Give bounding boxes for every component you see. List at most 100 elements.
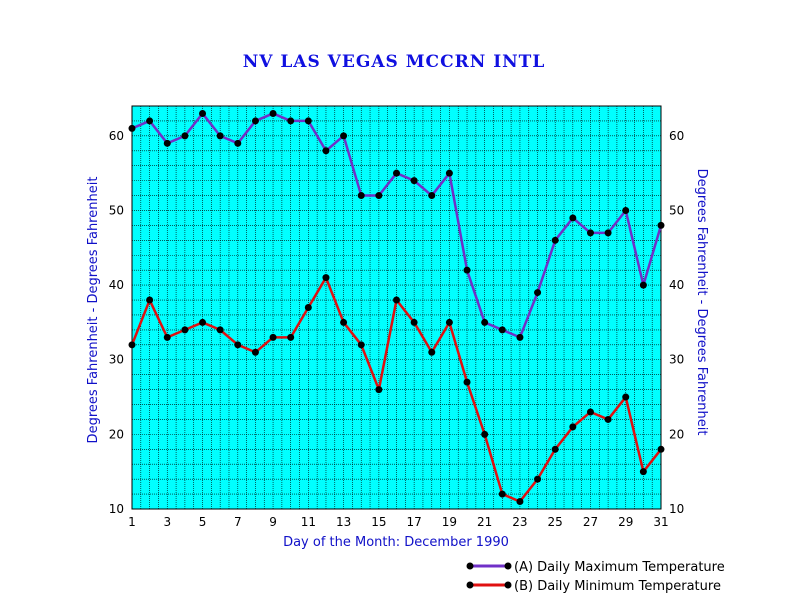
x-tick-label: 7: [234, 515, 242, 529]
data-point-min: [551, 445, 559, 453]
data-point-min: [622, 393, 630, 401]
x-tick-label: 23: [512, 515, 527, 529]
legend-label-max: (A) Daily Maximum Temperature: [514, 560, 725, 575]
data-point-max: [357, 192, 365, 200]
data-point-max: [251, 117, 259, 125]
data-point-min: [657, 445, 665, 453]
data-point-min: [393, 296, 400, 304]
data-point-min: [146, 296, 154, 304]
data-point-max: [234, 139, 242, 147]
data-point-min: [128, 341, 136, 349]
data-point-max: [481, 318, 489, 326]
data-point-min: [375, 386, 383, 394]
y-axis-label-left: Degrees Fahrenheit - Degrees Fahrenheit: [86, 177, 101, 444]
data-point-min: [340, 318, 348, 326]
data-point-max: [181, 132, 189, 140]
data-point-max: [340, 132, 348, 140]
data-point-min: [234, 341, 242, 349]
data-point-min: [445, 318, 453, 326]
legend: (A) Daily Maximum Temperature (B) Daily …: [466, 560, 725, 594]
data-point-min: [604, 415, 612, 423]
data-point-max: [639, 281, 647, 289]
legend-item-max: (A) Daily Maximum Temperature: [466, 560, 725, 575]
chart-title: NV LAS VEGAS MCCRN INTL: [243, 52, 546, 72]
data-point-min: [163, 333, 171, 341]
legend-marker-max-end: [504, 562, 512, 570]
data-point-max: [604, 229, 612, 237]
x-tick-label: 31: [653, 515, 668, 529]
x-axis-label: Day of the Month: December 1990: [283, 535, 509, 550]
x-tick-label: 25: [548, 515, 563, 529]
data-point-min: [269, 333, 277, 341]
data-point-max: [586, 229, 594, 237]
data-point-max: [304, 117, 312, 125]
data-point-min: [481, 430, 489, 438]
legend-marker-max-start: [466, 562, 474, 570]
data-point-min: [586, 408, 594, 416]
data-point-max: [287, 117, 295, 125]
y-tick-label-right: 40: [669, 278, 684, 292]
x-tick-label: 5: [199, 515, 207, 529]
y-tick-label-left: 30: [109, 353, 124, 367]
data-point-min: [216, 326, 224, 334]
legend-marker-min-start: [466, 581, 474, 589]
data-point-min: [287, 333, 295, 341]
data-point-min: [251, 348, 259, 356]
data-point-max: [622, 206, 630, 214]
x-tick-label: 27: [583, 515, 598, 529]
data-point-max: [163, 139, 171, 147]
data-point-min: [463, 378, 471, 386]
data-point-max: [410, 177, 418, 185]
x-tick-label: 11: [301, 515, 316, 529]
data-point-max: [516, 333, 524, 341]
plot-border: [131, 105, 662, 510]
data-point-max: [393, 169, 400, 177]
data-point-min: [199, 318, 207, 326]
data-point-min: [428, 348, 436, 356]
y-tick-label-left: 10: [109, 502, 124, 516]
data-point-max: [551, 236, 559, 244]
x-tick-label: 29: [618, 515, 633, 529]
legend-label-min: (B) Daily Minimum Temperature: [514, 579, 721, 594]
x-tick-label: 1: [128, 515, 136, 529]
y-axis-label-right: Degrees Fahrenheit - Degrees Fahrenheit: [694, 169, 709, 436]
data-point-max: [269, 109, 277, 117]
legend-item-min: (B) Daily Minimum Temperature: [466, 579, 721, 594]
y-tick-label-left: 60: [109, 129, 124, 143]
data-point-max: [128, 124, 136, 132]
x-tick-label: 3: [163, 515, 171, 529]
x-tick-labels: 1 3 5 7 9 11 13 15 17 19 21 23 25 27 29 31: [128, 515, 668, 529]
data-point-max: [199, 109, 207, 117]
x-tick-label: 13: [336, 515, 351, 529]
y-tick-label-right: 60: [669, 129, 684, 143]
data-point-max: [216, 132, 224, 140]
x-tick-label: 19: [442, 515, 457, 529]
data-point-min: [181, 326, 189, 334]
y-tick-label-right: 50: [669, 203, 684, 217]
data-point-min: [498, 490, 506, 498]
data-point-min: [410, 318, 418, 326]
data-point-max: [498, 326, 506, 334]
data-series: [128, 109, 665, 506]
data-point-min: [534, 475, 542, 483]
data-point-max: [445, 169, 453, 177]
x-tick-label: 21: [477, 515, 492, 529]
data-point-min: [322, 274, 330, 282]
y-tick-labels-left: 10 20 30 40 50 60: [109, 129, 124, 516]
y-tick-label-left: 20: [109, 427, 124, 441]
data-point-max: [322, 147, 330, 155]
y-tick-label-right: 20: [669, 427, 684, 441]
data-point-max: [375, 192, 383, 200]
x-tick-label: 17: [406, 515, 421, 529]
y-tick-labels-right: 10 20 30 40 50 60: [669, 129, 684, 516]
data-point-min: [516, 498, 524, 506]
legend-marker-min-end: [504, 581, 512, 589]
x-tick-label: 15: [371, 515, 386, 529]
x-tick-label: 9: [269, 515, 277, 529]
data-point-min: [569, 423, 577, 431]
data-point-min: [639, 468, 647, 476]
data-point-max: [146, 117, 154, 125]
data-point-max: [428, 192, 436, 200]
data-point-max: [463, 266, 471, 274]
